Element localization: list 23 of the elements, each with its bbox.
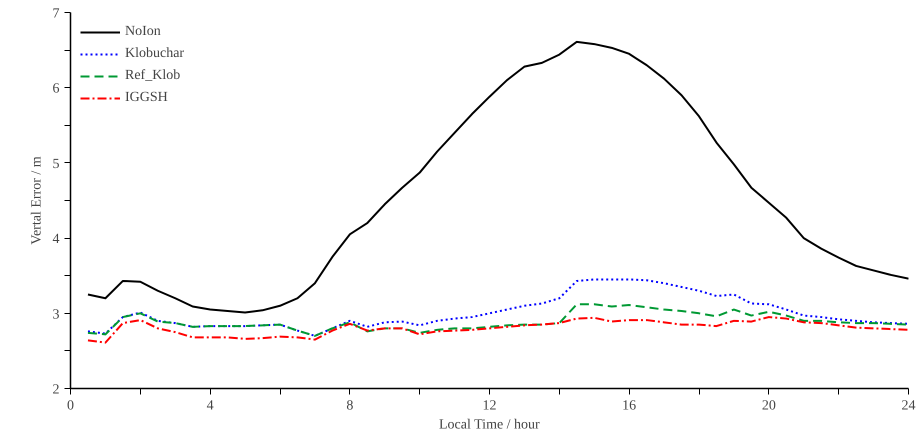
- x-tick-label: 24: [902, 398, 916, 414]
- x-tick-label: 4: [206, 398, 214, 414]
- x-tick-label: 12: [482, 398, 496, 414]
- x-tick-label: 20: [762, 398, 776, 414]
- y-tick-label: 6: [52, 82, 60, 97]
- y-axis-title: Vertal Error / m: [30, 156, 44, 245]
- x-tick-label: 0: [67, 398, 74, 414]
- x-tick-label: 8: [346, 398, 354, 414]
- y-tick-label: 3: [52, 307, 60, 322]
- legend-label: NoIon: [125, 24, 161, 40]
- legend-label: IGGSH: [125, 90, 168, 106]
- line-series: [86, 303, 908, 337]
- x-tick-label: 16: [622, 398, 636, 414]
- line-series: [86, 40, 908, 314]
- line-series: [86, 278, 908, 337]
- line-series: [86, 316, 908, 344]
- legend-label: Klobuchar: [125, 46, 184, 62]
- legend-label: Ref_Klob: [125, 68, 180, 84]
- x-axis-title: Local Time / hour: [439, 418, 540, 432]
- y-tick-label: 7: [52, 6, 60, 22]
- y-tick-label: 4: [52, 232, 60, 248]
- y-tick-label: 2: [52, 382, 60, 398]
- y-tick-label: 5: [52, 156, 60, 172]
